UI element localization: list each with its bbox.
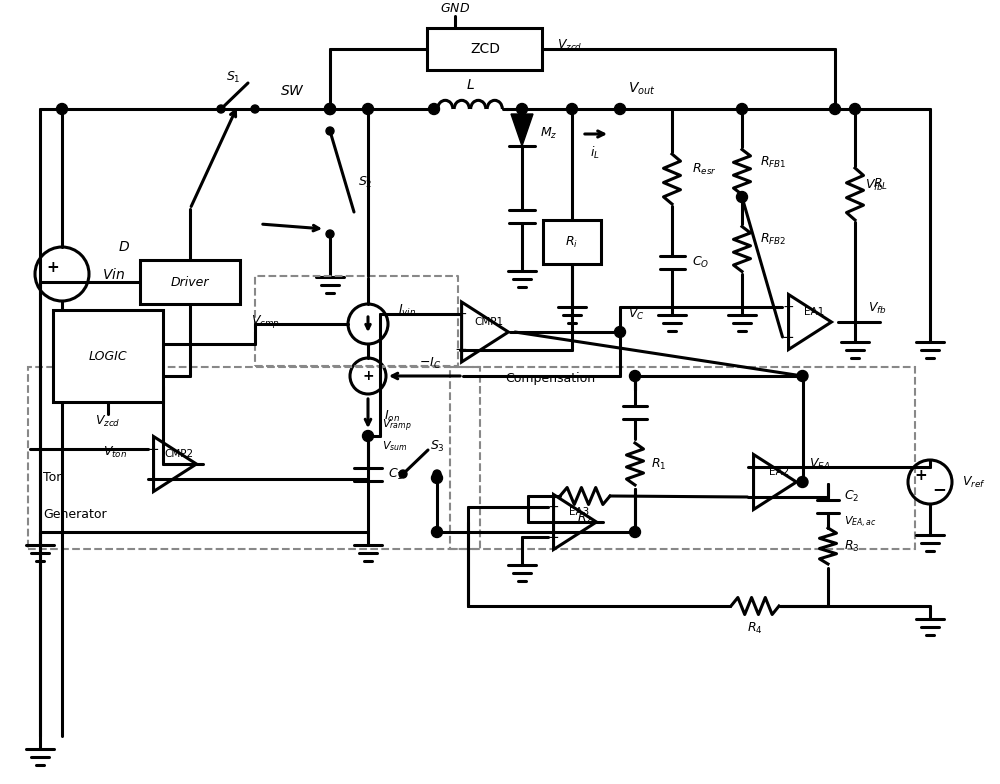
Text: −: − bbox=[147, 441, 159, 456]
Circle shape bbox=[630, 527, 640, 538]
Text: $I_{on}$: $I_{on}$ bbox=[384, 408, 400, 423]
Text: −: − bbox=[932, 480, 946, 498]
Text: $V_{ref}$: $V_{ref}$ bbox=[962, 474, 986, 489]
Text: −: − bbox=[547, 529, 559, 545]
Circle shape bbox=[362, 430, 374, 441]
Text: +: + bbox=[147, 472, 159, 486]
Circle shape bbox=[736, 103, 748, 114]
Text: $R_{esr}$: $R_{esr}$ bbox=[692, 162, 717, 176]
Circle shape bbox=[428, 103, 440, 114]
Circle shape bbox=[566, 103, 578, 114]
Text: $I_{vin}$: $I_{vin}$ bbox=[398, 303, 416, 318]
Text: ZCD: ZCD bbox=[470, 42, 500, 56]
Circle shape bbox=[326, 230, 334, 238]
Text: $V_{cmp}$: $V_{cmp}$ bbox=[251, 313, 280, 329]
Text: Generator: Generator bbox=[43, 508, 107, 521]
Text: $R_L$: $R_L$ bbox=[873, 176, 888, 191]
Bar bbox=[427, 28, 542, 70]
Text: $S_2$: $S_2$ bbox=[358, 175, 373, 190]
Text: $V_{EA}$: $V_{EA}$ bbox=[809, 456, 830, 471]
Circle shape bbox=[432, 527, 442, 538]
Circle shape bbox=[736, 191, 748, 202]
Text: −: − bbox=[747, 489, 759, 504]
Text: $V_{EA,ac}$: $V_{EA,ac}$ bbox=[844, 514, 877, 529]
Text: $C_1$: $C_1$ bbox=[388, 466, 403, 481]
Text: $R_1$: $R_1$ bbox=[651, 456, 666, 471]
Bar bbox=[140, 260, 240, 304]
Text: EA3: EA3 bbox=[569, 507, 589, 517]
Text: −: − bbox=[782, 329, 794, 344]
Text: $V_{ton}$: $V_{ton}$ bbox=[103, 445, 127, 459]
Circle shape bbox=[362, 103, 374, 114]
Text: $C_2$: $C_2$ bbox=[844, 488, 859, 503]
Text: +: + bbox=[455, 307, 467, 321]
Text: $V_{fb}$: $V_{fb}$ bbox=[865, 177, 884, 193]
Text: $M_z$: $M_z$ bbox=[540, 125, 558, 140]
Circle shape bbox=[251, 105, 259, 113]
Text: Compensation: Compensation bbox=[505, 372, 595, 385]
Text: CMP1: CMP1 bbox=[474, 317, 504, 327]
Text: $R_3$: $R_3$ bbox=[844, 539, 860, 554]
Circle shape bbox=[614, 103, 626, 114]
Text: LOGIC: LOGIC bbox=[89, 350, 127, 362]
Text: $V_{zcd}$: $V_{zcd}$ bbox=[557, 38, 583, 53]
Text: $V_{out}$: $V_{out}$ bbox=[628, 81, 656, 97]
Text: $-I_C$: $-I_C$ bbox=[419, 355, 441, 371]
Text: $V_{sum}$: $V_{sum}$ bbox=[382, 439, 408, 453]
Text: $C_O$: $C_O$ bbox=[692, 255, 709, 270]
Circle shape bbox=[324, 103, 336, 114]
Text: Ton: Ton bbox=[43, 471, 64, 484]
Text: $V_{zcd}$: $V_{zcd}$ bbox=[540, 220, 566, 235]
Text: $V_C$: $V_C$ bbox=[628, 307, 645, 321]
Text: $R_4$: $R_4$ bbox=[747, 620, 763, 636]
Circle shape bbox=[326, 127, 334, 135]
Text: CMP2: CMP2 bbox=[164, 449, 194, 459]
Text: +: + bbox=[547, 500, 559, 514]
Text: $V_{zcd}$: $V_{zcd}$ bbox=[95, 413, 121, 429]
Text: $R_{FB2}$: $R_{FB2}$ bbox=[760, 231, 786, 246]
Text: +: + bbox=[782, 300, 794, 314]
Text: $SW$: $SW$ bbox=[280, 84, 305, 98]
Text: $R_2$: $R_2$ bbox=[577, 510, 593, 525]
Text: +: + bbox=[47, 260, 59, 274]
Circle shape bbox=[630, 371, 640, 382]
Text: $R_i$: $R_i$ bbox=[565, 234, 579, 249]
Circle shape bbox=[850, 103, 861, 114]
Circle shape bbox=[324, 103, 336, 114]
Circle shape bbox=[797, 477, 808, 488]
Circle shape bbox=[433, 470, 441, 478]
Bar bbox=[543, 220, 601, 264]
Text: $R_{FB1}$: $R_{FB1}$ bbox=[760, 154, 786, 169]
Text: +: + bbox=[747, 460, 759, 474]
Text: $S_3$: $S_3$ bbox=[430, 438, 445, 454]
Text: $Vin$: $Vin$ bbox=[102, 267, 125, 281]
Bar bbox=[450, 367, 915, 549]
Circle shape bbox=[217, 105, 225, 113]
Circle shape bbox=[399, 470, 407, 478]
Polygon shape bbox=[511, 114, 533, 146]
Bar bbox=[53, 310, 163, 402]
Text: $S_1$: $S_1$ bbox=[226, 70, 240, 85]
Circle shape bbox=[432, 473, 442, 484]
Text: $V_{fb}$: $V_{fb}$ bbox=[868, 300, 887, 315]
Text: −: − bbox=[455, 343, 467, 358]
Text: +: + bbox=[362, 369, 374, 383]
Circle shape bbox=[56, 103, 68, 114]
Text: EA1: EA1 bbox=[804, 307, 824, 317]
Circle shape bbox=[614, 326, 626, 337]
Text: $D$: $D$ bbox=[118, 240, 130, 254]
Bar bbox=[28, 367, 480, 549]
Text: EA2: EA2 bbox=[769, 467, 789, 477]
Text: Driver: Driver bbox=[171, 275, 209, 289]
Text: $L$: $L$ bbox=[466, 78, 474, 92]
Text: $V_{ramp}$: $V_{ramp}$ bbox=[382, 418, 412, 434]
Text: $i_L$: $i_L$ bbox=[590, 145, 600, 161]
Text: −: − bbox=[64, 272, 78, 290]
Text: $GND$: $GND$ bbox=[440, 2, 470, 16]
Circle shape bbox=[516, 103, 528, 114]
Circle shape bbox=[797, 371, 808, 382]
Text: +: + bbox=[915, 467, 927, 482]
Circle shape bbox=[830, 103, 840, 114]
